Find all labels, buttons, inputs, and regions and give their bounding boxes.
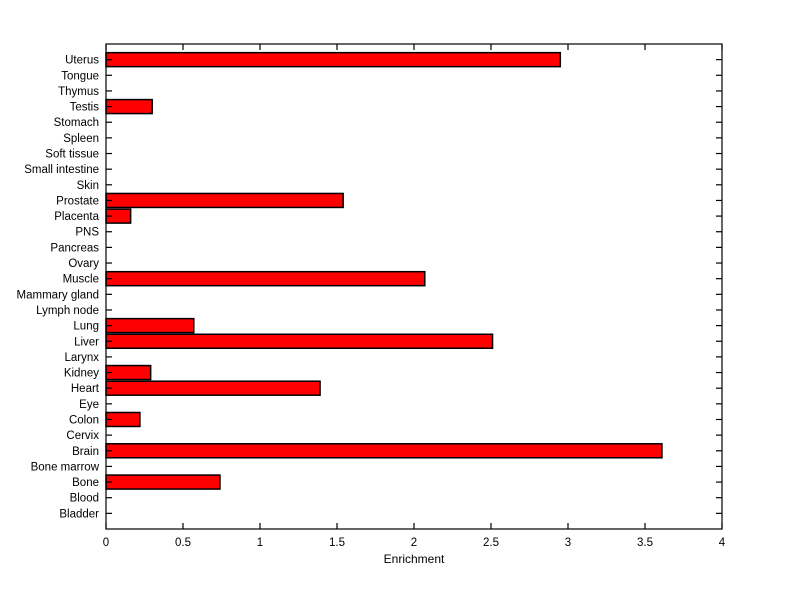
x-tick-label: 3.5	[637, 537, 653, 549]
y-tick-label-mammary-gland: Mammary gland	[17, 289, 99, 301]
x-axis-label: Enrichment	[383, 552, 445, 566]
x-tick-label: 1	[257, 537, 263, 549]
y-tick-label-cervix: Cervix	[66, 430, 99, 442]
y-tick-label-stomach: Stomach	[54, 117, 99, 129]
x-tick-label: 4	[719, 537, 726, 549]
bar-brain	[105, 443, 663, 459]
x-tick-label: 2	[411, 537, 417, 549]
y-tick-label-heart: Heart	[71, 383, 100, 395]
y-tick-label-testis: Testis	[70, 102, 100, 114]
bar-bone	[105, 474, 221, 490]
y-tick-label-colon: Colon	[69, 414, 99, 426]
y-tick-label-bone: Bone	[72, 477, 99, 489]
y-tick-label-tongue: Tongue	[61, 70, 99, 82]
x-tick-label: 0.5	[175, 537, 191, 549]
y-tick-label-muscle: Muscle	[63, 274, 99, 286]
y-tick-label-lung: Lung	[73, 321, 99, 333]
y-tick-label-prostate: Prostate	[56, 195, 99, 207]
x-tick-label: 3	[565, 537, 571, 549]
y-tick-label-small-intestine: Small intestine	[24, 164, 99, 176]
bar-kidney	[105, 364, 152, 381]
y-tick-label-blood: Blood	[70, 493, 99, 505]
bar-lung	[105, 317, 195, 334]
y-tick-label-brain: Brain	[72, 446, 99, 458]
y-tick-label-larynx: Larynx	[64, 352, 99, 364]
bar-heart	[105, 380, 321, 396]
y-tick-label-pancreas: Pancreas	[50, 242, 99, 254]
y-tick-label-soft-tissue: Soft tissue	[45, 149, 99, 161]
y-tick-label-bladder: Bladder	[59, 508, 99, 520]
y-tick-label-eye: Eye	[79, 399, 99, 411]
bar-uterus	[105, 51, 562, 68]
bar-muscle	[105, 270, 426, 287]
y-tick-label-uterus: Uterus	[65, 55, 99, 67]
x-tick-label: 2.5	[483, 537, 499, 549]
y-tick-label-thymus: Thymus	[58, 86, 99, 98]
y-tick-label-placenta: Placenta	[54, 211, 99, 223]
bar-testis	[105, 98, 153, 115]
y-tick-label-liver: Liver	[74, 336, 99, 348]
y-tick-label-kidney: Kidney	[64, 368, 99, 380]
y-tick-label-skin: Skin	[77, 180, 99, 192]
x-tick-label: 0	[103, 537, 109, 549]
y-tick-label-bone-marrow: Bone marrow	[31, 461, 100, 473]
y-tick-label-ovary: Ovary	[68, 258, 99, 270]
x-tick-label: 1.5	[329, 537, 345, 549]
y-tick-label-lymph-node: Lymph node	[36, 305, 99, 317]
y-tick-label-spleen: Spleen	[63, 133, 99, 145]
bar-liver	[105, 333, 494, 350]
bar-prostate	[105, 192, 344, 209]
y-tick-label-pns: PNS	[75, 227, 99, 239]
